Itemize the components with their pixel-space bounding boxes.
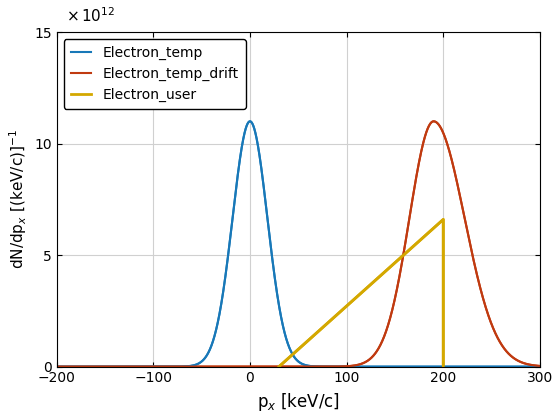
Electron_temp_drift: [55, 364, 62, 369]
Electron_temp_drift: [53, 364, 60, 369]
Electron_user: [440, 217, 447, 222]
Electron_temp_drift: [82, 364, 89, 369]
Electron_temp_drift: [536, 363, 543, 368]
Electron_temp: [536, 364, 543, 369]
Line: Electron_user: Electron_user: [279, 219, 444, 367]
Y-axis label: dN/dp$_x$ [(keV/c)]$^{-1}$: dN/dp$_x$ [(keV/c)]$^{-1}$: [7, 129, 29, 270]
Legend: Electron_temp, Electron_temp_drift, Electron_user: Electron_temp, Electron_temp_drift, Elec…: [64, 39, 246, 109]
X-axis label: p$_x$ [keV/c]: p$_x$ [keV/c]: [257, 391, 340, 413]
Electron_temp: [246, 119, 253, 124]
Electron_user: [276, 364, 282, 369]
Electron_temp_drift: [73, 364, 80, 369]
Electron_temp: [290, 352, 296, 357]
Electron_temp_drift: [511, 356, 518, 361]
Electron_temp_drift: [148, 364, 155, 369]
Electron_temp_drift: [430, 119, 437, 124]
Electron_temp: [55, 364, 62, 369]
Electron_temp: [511, 364, 518, 369]
Electron_temp: [53, 364, 60, 369]
Text: $\times\,10^{12}$: $\times\,10^{12}$: [66, 7, 115, 26]
Electron_temp_drift: [290, 364, 296, 369]
Line: Electron_temp_drift: Electron_temp_drift: [57, 121, 540, 367]
Electron_user: [440, 364, 447, 369]
Electron_temp: [73, 364, 80, 369]
Electron_temp: [82, 364, 89, 369]
Electron_temp: [148, 364, 155, 369]
Line: Electron_temp: Electron_temp: [57, 121, 540, 367]
